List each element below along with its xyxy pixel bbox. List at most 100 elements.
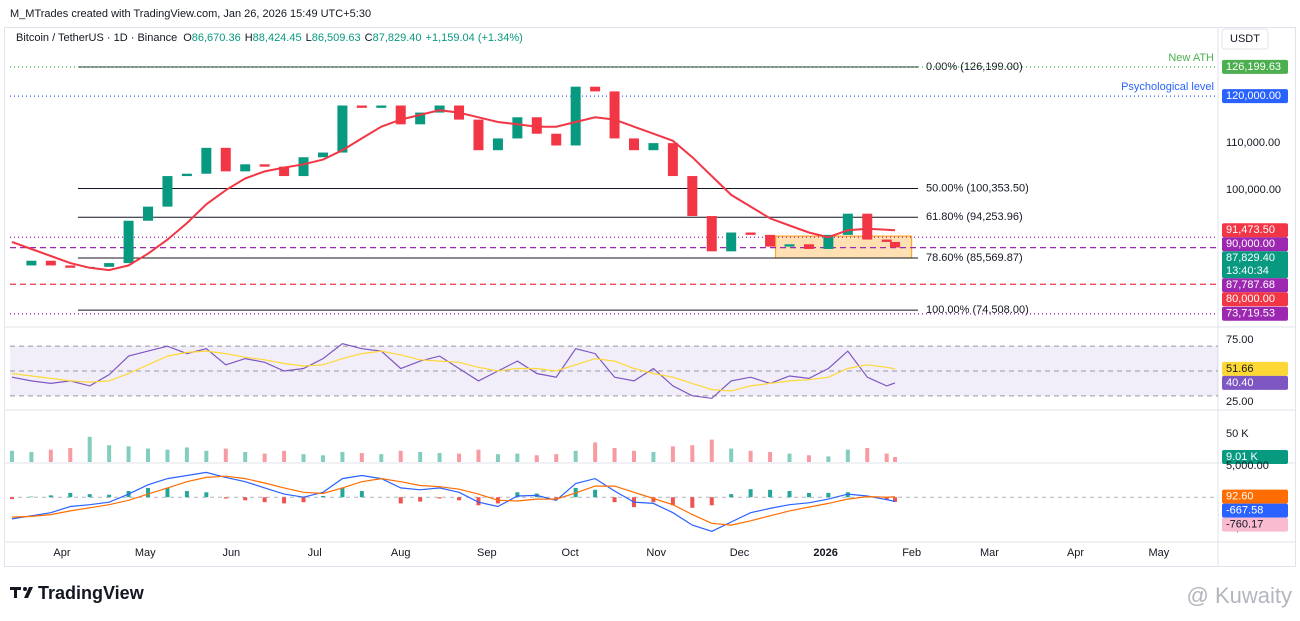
price-tag [1222,278,1288,293]
price-tag [1222,361,1288,376]
histogram-bar [184,491,189,498]
candle [706,216,717,252]
histogram-bar [845,492,850,498]
volume-bar [437,453,442,462]
candle [240,164,251,172]
ohlc-value: 86,670.36 [192,32,241,44]
candle [765,234,776,247]
logo-mark [10,587,21,598]
volume-bar [826,456,831,462]
candle [104,263,115,267]
histogram-bar [29,496,34,498]
x-tick-label: Jun [222,547,240,559]
volume-bar [709,439,714,462]
histogram-bar [359,491,364,498]
x-tick-label: Apr [1067,547,1084,559]
candle [201,147,212,174]
histogram-bar [612,497,617,503]
logo-mark [23,587,27,591]
logo-mark [24,587,33,598]
candle [337,105,348,153]
candle [65,265,76,268]
candle [784,244,795,247]
candle [181,173,192,177]
histogram-bar [87,494,92,498]
histogram-bar [884,497,889,500]
histogram-bar [476,497,481,506]
price-tag-label: 91,473.50 [1226,224,1275,236]
candle [220,147,231,172]
histogram-bar [437,497,442,499]
price-tag-label: 40.40 [1226,377,1254,389]
volume-bar [534,455,539,462]
fib-label: 100.00% (74,508.00) [926,304,1029,316]
price-tag-label: 90,000.00 [1226,238,1275,250]
x-tick-label: Nov [646,547,666,559]
histogram-bar [68,492,73,498]
volume-bar [651,451,656,462]
histogram-bar [690,497,695,508]
price-tag [1222,59,1288,74]
x-tick-label: Oct [562,547,579,559]
ohlc-label: H [245,32,253,44]
volume-bar [9,450,14,462]
volume-bar [184,447,189,462]
volume-bar [223,448,228,462]
candle [279,166,290,177]
price-tag-label: 92.60 [1226,491,1254,503]
histogram-bar [893,497,898,502]
candle [745,232,756,235]
histogram-bar [418,497,423,502]
volume-bar [379,454,384,462]
volume-bar [87,436,92,462]
watermark: @ Kuwaity [1187,583,1292,608]
histogram-bar [515,492,520,498]
volume-bar [865,448,870,462]
price-tag-label: 73,719.53 [1226,308,1275,320]
candle [356,105,367,108]
plot: Apr May Jun Jul Aug Sep Oct Nov Dec 2026 Feb Mar Apr… [9,52,1288,559]
candle [395,105,406,125]
y-tick-label: 110,000.00 [1226,137,1280,149]
price-tag [1222,237,1288,252]
price-tag-label: -667.58 [1226,505,1263,517]
y-tick-label: 50 K [1226,428,1249,440]
volume-bar [146,448,151,462]
volume-bar [495,454,500,462]
histogram-bar [340,487,345,498]
currency-button[interactable] [1221,28,1269,50]
candle [45,260,56,266]
ohlc-value: 86,509.63 [312,32,361,44]
candle [609,91,620,139]
candle [590,86,601,92]
volume-bar [282,450,287,462]
volume-bar [593,442,598,462]
histogram-bar [709,497,714,506]
histogram-bar [320,495,325,498]
volume-bar [729,448,734,462]
histogram-bar [9,497,14,500]
histogram-bar [748,489,753,498]
candle [531,117,542,134]
histogram-bar [651,497,656,503]
ohlc-value: 87,829.40 [373,32,422,44]
candle [628,138,639,151]
volume-bar [107,445,112,462]
candle [570,86,581,146]
candle [881,239,892,242]
ohlc-label: C [365,32,373,44]
currency[interactable]: USDT [1230,33,1260,45]
histogram-bar [787,491,792,498]
price-tag-label: 126,199.63 [1226,61,1281,73]
price-tag-countdown: 13:40:34 [1226,265,1269,277]
volume-bar [515,453,520,462]
histogram-bar [165,487,170,498]
candle [726,232,737,252]
volume-bar [845,449,850,462]
y-tick-label: 25.00 [1226,396,1254,408]
candle [162,176,173,207]
candle [26,260,37,266]
volume-bar [631,450,636,462]
fib-label: 61.80% (94,253.96) [926,211,1023,223]
